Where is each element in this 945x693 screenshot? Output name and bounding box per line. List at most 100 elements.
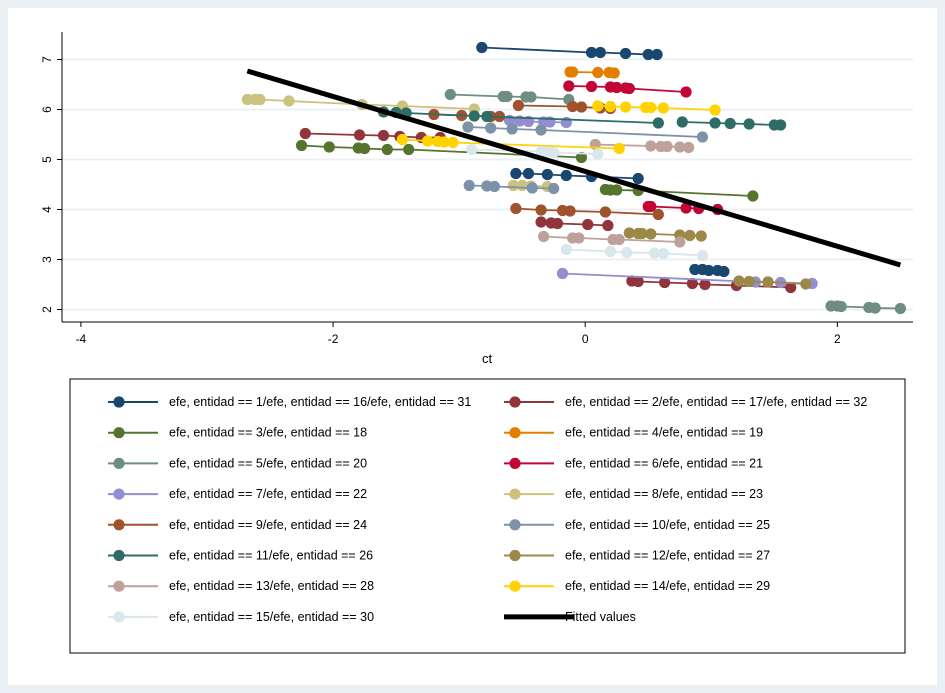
y-tick-label: 4 xyxy=(40,206,54,213)
data-point xyxy=(645,200,657,213)
series-group xyxy=(589,138,695,154)
legend: efe, entidad == 1/efe, entidad == 16/efe… xyxy=(108,395,867,624)
legend-swatch-marker xyxy=(509,549,521,562)
data-point xyxy=(567,100,579,113)
legend-label: efe, entidad == 8/efe, entidad == 23 xyxy=(565,487,763,501)
legend-swatch-marker xyxy=(113,396,125,408)
data-point xyxy=(525,91,537,103)
data-point xyxy=(462,121,474,133)
data-point xyxy=(613,233,625,246)
data-point xyxy=(684,229,696,242)
data-point xyxy=(283,95,295,107)
data-point xyxy=(619,101,632,113)
data-point xyxy=(696,131,709,143)
data-point xyxy=(481,110,493,123)
data-point xyxy=(743,275,755,288)
legend-swatch-marker xyxy=(113,519,125,531)
data-point xyxy=(835,300,847,313)
data-point xyxy=(703,264,715,277)
data-point xyxy=(696,249,709,262)
y-tick-label: 3 xyxy=(40,256,54,263)
data-point xyxy=(657,247,669,260)
data-point xyxy=(680,86,692,98)
legend-entry: efe, entidad == 14/efe, entidad == 29 xyxy=(504,579,770,593)
data-point xyxy=(623,227,635,239)
data-point xyxy=(560,169,572,182)
data-point xyxy=(512,99,524,112)
data-point xyxy=(594,46,606,59)
data-point xyxy=(295,139,308,152)
data-point xyxy=(563,80,575,92)
data-point xyxy=(592,100,604,112)
data-point xyxy=(599,206,611,218)
legend-label: efe, entidad == 10/efe, entidad == 25 xyxy=(565,518,770,532)
legend-swatch-marker xyxy=(113,427,125,439)
data-point xyxy=(585,46,598,59)
plot-region xyxy=(62,32,913,322)
data-point xyxy=(718,265,730,278)
data-point xyxy=(476,41,488,54)
legend-entry: efe, entidad == 4/efe, entidad == 19 xyxy=(504,426,763,440)
series-group xyxy=(538,230,686,248)
legend-label: Fitted values xyxy=(565,610,636,624)
data-point xyxy=(592,66,604,79)
data-point xyxy=(506,123,518,135)
series-group xyxy=(689,263,730,278)
data-point xyxy=(602,219,614,232)
data-point xyxy=(674,236,686,248)
data-point xyxy=(733,275,745,287)
data-point xyxy=(541,168,553,181)
data-point xyxy=(657,102,669,114)
x-tick-label: 0 xyxy=(582,332,589,346)
data-point xyxy=(548,146,560,159)
data-point xyxy=(682,141,695,154)
axes: 2 3 4 5 6 7 -4 -2 0 2 xyxy=(40,32,913,346)
series-group xyxy=(560,243,709,262)
legend-label: efe, entidad == 5/efe, entidad == 20 xyxy=(169,456,367,470)
data-point xyxy=(353,129,366,141)
data-point xyxy=(501,90,513,103)
data-point xyxy=(645,228,657,240)
legend-swatch-marker xyxy=(113,488,125,500)
data-point xyxy=(403,143,415,156)
legend-label: efe, entidad == 13/efe, entidad == 28 xyxy=(169,579,374,593)
data-point xyxy=(648,247,661,259)
data-point xyxy=(564,205,576,217)
y-tick-label: 6 xyxy=(40,106,54,113)
data-point xyxy=(645,101,657,114)
series-group xyxy=(463,179,560,195)
legend-swatch-marker xyxy=(113,549,125,562)
data-point xyxy=(604,100,617,113)
legend-entry: efe, entidad == 10/efe, entidad == 25 xyxy=(504,518,770,532)
data-point xyxy=(651,48,663,61)
data-point xyxy=(747,190,759,202)
data-point xyxy=(613,142,625,155)
series-group xyxy=(623,227,707,242)
y-tick-label: 5 xyxy=(40,156,54,163)
data-point xyxy=(485,122,497,134)
data-point xyxy=(510,167,522,180)
series-group xyxy=(476,41,663,61)
data-point xyxy=(724,117,736,130)
data-point xyxy=(468,110,480,122)
data-point xyxy=(674,141,686,153)
data-point xyxy=(699,278,711,291)
data-point xyxy=(575,101,588,113)
fitted-line xyxy=(246,68,902,268)
data-point xyxy=(396,133,408,146)
data-point xyxy=(522,167,535,180)
data-point xyxy=(438,136,450,148)
legend-label: efe, entidad == 3/efe, entidad == 18 xyxy=(169,426,367,440)
legend-swatch-marker xyxy=(509,396,521,408)
data-point xyxy=(567,66,579,78)
data-point xyxy=(645,140,657,152)
series-line xyxy=(450,93,569,101)
data-point xyxy=(535,204,547,216)
legend-swatch-marker xyxy=(509,427,521,439)
data-point xyxy=(560,243,572,256)
legend-entry: efe, entidad == 8/efe, entidad == 23 xyxy=(504,487,763,501)
x-tick-label: 2 xyxy=(834,332,841,346)
legend-label: efe, entidad == 14/efe, entidad == 29 xyxy=(565,579,770,593)
series-group xyxy=(733,275,812,290)
legend-swatch-marker xyxy=(509,488,521,500)
